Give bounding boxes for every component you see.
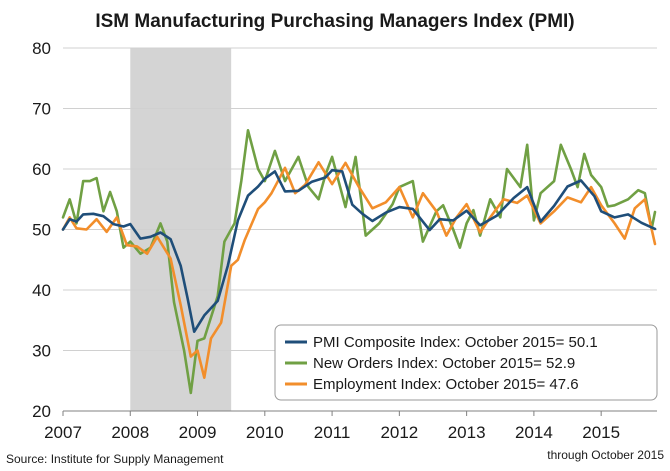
y-tick-label: 20: [32, 402, 51, 421]
y-tick-label: 70: [32, 100, 51, 119]
x-tick-label: 2011: [314, 423, 351, 442]
legend-label-employment: Employment Index: October 2015= 47.6: [313, 376, 579, 393]
x-tick-label: 2008: [111, 423, 149, 442]
y-tick-label: 30: [32, 342, 51, 361]
new-orders-line: [61, 129, 657, 395]
y-axis-ticks: 20 30 40 50 60 70 80: [32, 39, 51, 421]
y-tick-label: 80: [32, 39, 51, 58]
y-tick-label: 40: [32, 281, 51, 300]
legend-box: [274, 324, 658, 401]
x-tick-label: 2010: [246, 423, 284, 442]
x-tick-label: 2015: [582, 423, 620, 442]
date-range-note: through October 2015: [547, 448, 664, 462]
series-lines: [61, 129, 657, 395]
y-tick-label: 50: [32, 221, 51, 240]
x-tick-label: 2009: [179, 423, 217, 442]
x-tick-label: 2012: [380, 423, 418, 442]
employment-line: [61, 161, 657, 380]
legend-label-new-orders: New Orders Index: October 2015= 52.9: [313, 355, 575, 372]
x-tick-label: 2014: [515, 423, 553, 442]
legend: PMI Composite Index: October 2015= 50.1 …: [274, 324, 658, 401]
x-axis-ticks: 2007 2008 2009 2010 2011 2012 2013 2014 2015: [44, 411, 620, 442]
legend-label-pmi: PMI Composite Index: October 2015= 50.1: [313, 334, 598, 351]
x-tick-label: 2007: [44, 423, 82, 442]
pmi-composite-line: [61, 168, 657, 334]
chart-title: ISM Manufacturing Purchasing Managers In…: [95, 11, 574, 32]
y-tick-label: 60: [32, 160, 51, 179]
x-tick-label: 2013: [448, 423, 486, 442]
source-note: Source: Institute for Supply Management: [6, 452, 224, 466]
